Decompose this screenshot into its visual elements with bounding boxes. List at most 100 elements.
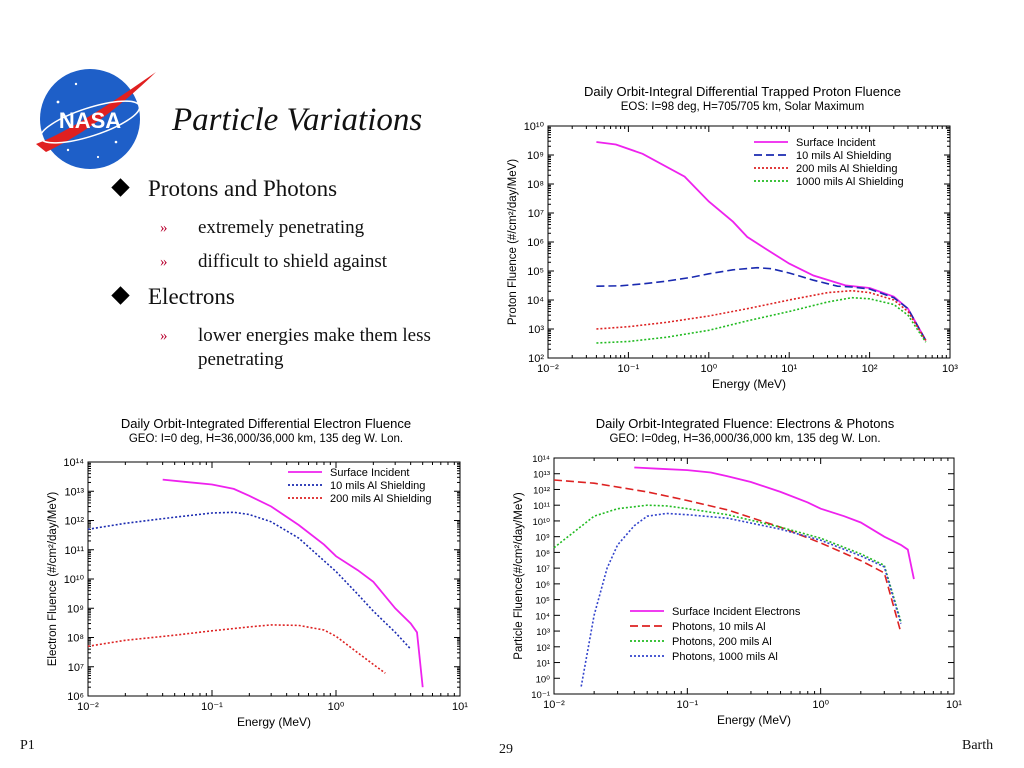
legend-label-2: 200 mils Al Shielding (330, 493, 432, 505)
y-tick-label: 10¹² (64, 516, 84, 528)
y-axis-label: Electron Fluence (#/cm²/day/MeV) (47, 492, 59, 667)
x-tick-label: 10⁻¹ (618, 363, 640, 375)
page-number: 29 (499, 742, 513, 757)
raquo-bullet-icon: » (160, 328, 168, 344)
series-line-0 (596, 141, 927, 341)
y-tick-label: 10⁷ (536, 564, 551, 575)
raquo-bullet-icon: » (160, 254, 168, 270)
nasa-logo-text: NASA (59, 108, 121, 133)
chart-subtitle: GEO: I=0 deg, H=36,000/36,000 km, 135 de… (129, 433, 403, 445)
y-tick-label: 10⁷ (528, 208, 544, 220)
y-tick-label: 10² (536, 643, 550, 654)
legend-label-1: Photons, 10 mils Al (672, 621, 766, 633)
series-line-1 (553, 479, 902, 633)
x-tick-label: 10⁻¹ (676, 699, 698, 711)
y-tick-label: 10⁸ (535, 548, 550, 559)
x-tick-label: 10² (862, 363, 878, 375)
y-tick-label: 10¹³ (533, 470, 550, 481)
y-axis-label: Proton Fluence (#/cm²/day/MeV) (507, 159, 519, 325)
slide-title: Particle Variations (172, 102, 423, 138)
y-tick-label: 10⁴ (527, 295, 544, 307)
x-tick-label: 10¹ (946, 699, 962, 711)
y-tick-label: 10⁹ (67, 603, 84, 615)
legend-label-0: Surface Incident (330, 467, 410, 479)
electron-photon-fluence-chart: Daily Orbit-Integrated Fluence: Electron… (513, 416, 962, 727)
chart-title: Daily Orbit-Integral Differential Trappe… (584, 84, 901, 99)
legend-label-2: 200 mils Al Shielding (796, 163, 898, 175)
legend-label-0: Surface Incident Electrons (672, 606, 801, 618)
x-tick-label: 10⁻² (537, 363, 559, 375)
x-tick-label: 10⁻² (543, 699, 565, 711)
footer-left: P1 (20, 738, 35, 753)
series-line-2 (87, 624, 386, 674)
y-tick-label: 10⁴ (535, 611, 550, 622)
y-tick-label: 10⁶ (67, 691, 84, 703)
chart-title: Daily Orbit-Integrated Fluence: Electron… (596, 416, 895, 431)
series-line-0 (634, 466, 915, 580)
series-line-1 (87, 511, 412, 650)
y-tick-label: 10¹⁰ (64, 574, 85, 586)
series-line-2 (553, 504, 902, 622)
y-tick-label: 10¹⁰ (524, 121, 545, 133)
series-line-0 (162, 478, 424, 688)
diamond-bullet-icon (111, 178, 130, 197)
plot-frame (553, 457, 955, 695)
y-tick-label: 10¹¹ (64, 545, 84, 557)
y-tick-label: 10⁶ (527, 237, 544, 249)
bullet-protons-photons: Protons and Photons (111, 176, 452, 202)
x-tick-label: 10¹ (781, 363, 797, 375)
bullet-electrons: Electrons (111, 284, 452, 310)
y-tick-label: 10⁹ (535, 533, 550, 544)
chart-title: Daily Orbit-Integrated Differential Elec… (121, 416, 411, 431)
nasa-logo: NASA (36, 69, 156, 169)
y-tick-label: 10⁰ (536, 674, 551, 685)
series-line-3 (596, 296, 927, 344)
footer-right: Barth (962, 738, 994, 753)
y-tick-label: 10⁹ (527, 150, 544, 162)
sub-bullet-penetrating: » extremely penetrating (160, 217, 365, 238)
legend-label-3: Photons, 1000 mils Al (672, 651, 778, 663)
raquo-bullet-icon: » (160, 220, 168, 236)
x-axis-label: Energy (MeV) (237, 715, 311, 729)
y-tick-label: 10¹⁴ (63, 457, 84, 469)
y-tick-label: 10¹⁰ (532, 517, 550, 528)
legend-label-1: 10 mils Al Shielding (796, 150, 891, 162)
chart-subtitle: EOS: I=98 deg, H=705/705 km, Solar Maxim… (621, 101, 865, 113)
y-tick-label: 10⁻¹ (531, 690, 550, 701)
y-tick-label: 10¹⁴ (532, 454, 550, 465)
y-tick-label: 10⁸ (527, 179, 544, 191)
y-tick-label: 10⁶ (536, 580, 551, 591)
y-tick-label: 10² (528, 353, 544, 365)
x-tick-label: 10³ (942, 363, 958, 375)
y-tick-label: 10⁸ (67, 633, 84, 645)
diamond-bullet-icon (111, 286, 130, 305)
series-line-2 (596, 289, 927, 341)
x-tick-label: 10⁻¹ (201, 701, 223, 713)
legend-label-2: Photons, 200 mils Al (672, 636, 772, 648)
bullet-list: Protons and Photons » extremely penetrati… (111, 176, 452, 382)
series-line-1 (596, 266, 927, 341)
y-tick-label: 10¹ (536, 659, 550, 670)
y-tick-label: 10¹³ (64, 486, 84, 498)
sub-bullet-lower-energies: » lower energies make them less penetrati… (160, 325, 431, 370)
x-tick-label: 10⁰ (700, 363, 717, 375)
chart-subtitle: GEO: I=0deg, H=36,000/36,000 km, 135 deg… (609, 433, 880, 445)
y-tick-label: 10³ (536, 627, 550, 638)
proton-fluence-chart: Daily Orbit-Integral Differential Trappe… (507, 84, 958, 391)
x-tick-label: 10⁰ (812, 699, 829, 711)
legend-label-0: Surface Incident (796, 137, 876, 149)
x-axis-label: Energy (MeV) (712, 377, 786, 391)
series-line-3 (580, 512, 902, 687)
legend-label-1: 10 mils Al Shielding (330, 480, 425, 492)
electron-fluence-chart: Daily Orbit-Integrated Differential Elec… (47, 416, 468, 729)
y-tick-label: 10³ (528, 324, 544, 336)
y-tick-label: 10⁷ (68, 662, 84, 674)
y-tick-label: 10¹¹ (533, 501, 550, 512)
y-tick-label: 10⁵ (535, 596, 550, 607)
x-tick-label: 10¹ (452, 701, 468, 713)
y-axis-label: Particle Fluence(#/cm²/day/MeV) (513, 492, 525, 660)
x-axis-label: Energy (MeV) (717, 713, 791, 727)
legend-label-3: 1000 mils Al Shielding (796, 176, 904, 188)
y-tick-label: 10¹² (533, 485, 550, 496)
sub-bullet-shield: » difficult to shield against (160, 251, 388, 272)
